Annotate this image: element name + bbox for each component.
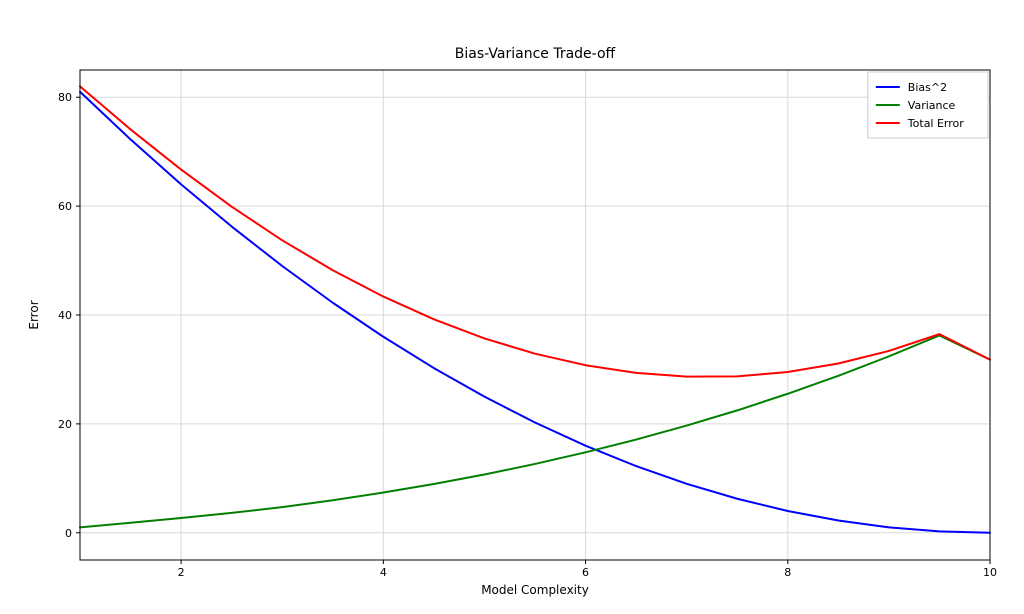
bias-variance-chart: 2 4 6 8 10 0 20 40 60 80 Model Complexity Error Bias… <box>0 0 1024 614</box>
x-axis-label: Model Complexity <box>481 583 589 597</box>
y-tick-label: 20 <box>58 418 72 431</box>
chart-title: Bias-Variance Trade-off <box>455 46 616 62</box>
y-tick-label: 40 <box>58 309 72 322</box>
x-tick-label: 6 <box>582 566 589 579</box>
y-tick-label: 80 <box>58 91 72 104</box>
y-axis-label: Error <box>27 300 41 329</box>
y-tick-label: 60 <box>58 200 72 213</box>
legend-label: Variance <box>908 99 956 112</box>
y-tick-label: 0 <box>65 527 72 540</box>
legend-label: Bias^2 <box>908 81 947 94</box>
x-tick-label: 2 <box>178 566 185 579</box>
chart-container: 2 4 6 8 10 0 20 40 60 80 Model Complexity Error Bias… <box>0 0 1024 614</box>
x-tick-label: 8 <box>784 566 791 579</box>
legend-label: Total Error <box>907 117 964 130</box>
x-tick-label: 10 <box>983 566 997 579</box>
x-tick-label: 4 <box>380 566 387 579</box>
